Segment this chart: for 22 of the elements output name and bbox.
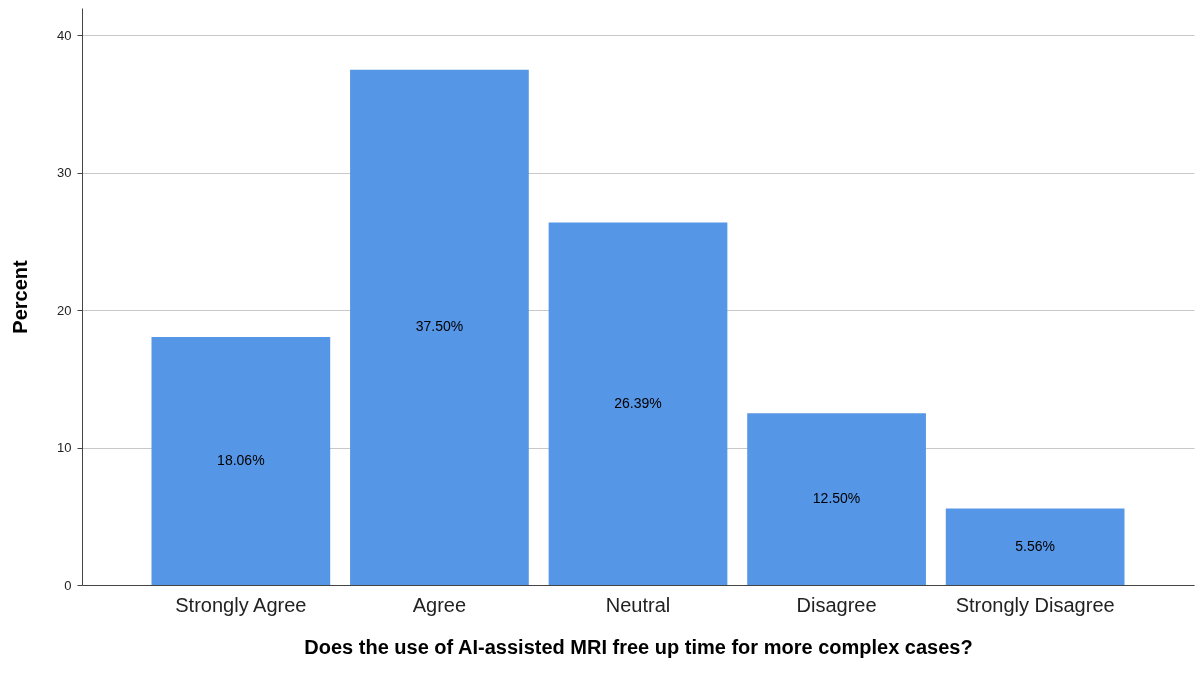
bar [350,69,529,585]
y-tick-label: 40 [57,27,72,43]
y-tick-label: 20 [57,302,72,318]
x-tick-label: Neutral [605,593,671,616]
y-tick-label: 0 [64,577,72,593]
x-axis-title: Does the use of AI-assisted MRI free up time for more complex cases? [304,635,973,658]
x-tick-label: Strongly Agree [175,593,307,616]
bar [945,508,1125,585]
data-label: 12.50% [812,490,861,507]
x-tick-label: Strongly Disagree [955,593,1115,616]
data-label: 18.06% [217,451,265,468]
bar [151,336,331,585]
data-label: 37.50% [415,318,464,335]
x-tick-label: Agree [412,593,467,616]
data-label: 5.56% [1015,537,1055,554]
bar [747,413,926,585]
y-tick-label: 30 [57,165,72,181]
y-tick-label: 10 [57,440,72,456]
y-axis-title: Percent [9,259,32,334]
x-tick-label: Disagree [796,593,877,616]
data-label: 26.39% [614,394,662,411]
bar [548,222,728,585]
